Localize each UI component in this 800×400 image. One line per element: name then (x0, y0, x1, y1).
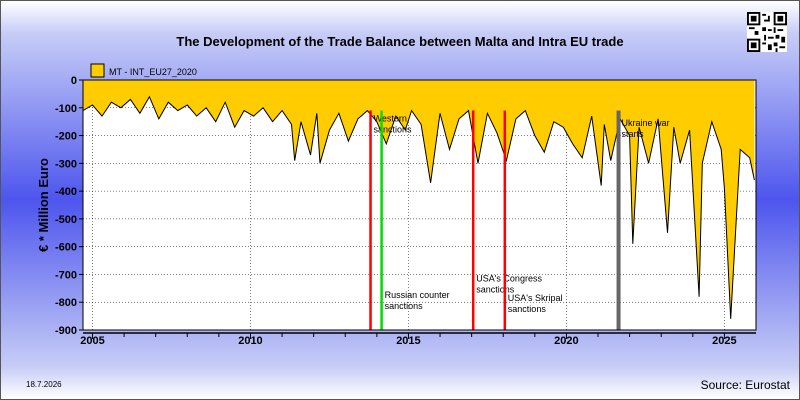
legend: MT - INT_EU27_2020 (90, 63, 197, 78)
event-label-2: USA's Congress sanctions (476, 273, 542, 294)
y-tick-label: -500 (55, 214, 77, 226)
x-tick-label: 2005 (80, 335, 104, 347)
legend-swatch (90, 63, 105, 78)
y-tick-label: -700 (55, 269, 77, 281)
y-tick-label: -300 (55, 158, 77, 170)
qr-code-icon (747, 12, 787, 52)
y-axis-ticks: 0 -100 -200 -300 -400 -500 -600 -700 -800 -900 (55, 75, 83, 337)
legend-label: MT - INT_EU27_2020 (109, 67, 197, 77)
x-tick-label: 2020 (554, 335, 578, 347)
x-tick-label: 2025 (712, 335, 736, 347)
series-area (83, 80, 755, 319)
y-tick-label: 0 (71, 75, 77, 87)
chart-title: The Development of the Trade Balance bet… (176, 34, 624, 49)
annotation-lines: Western sanctions Russian counter sanctions… (369, 110, 670, 330)
date-label: 18.7.2026 (26, 380, 62, 389)
event-label-4: Ukraine war starts (622, 118, 670, 139)
y-tick-label: -900 (55, 325, 77, 337)
x-axis-ticks: 2005 2010 2015 2020 2025 (80, 333, 737, 347)
source-label: Source: Eurostat (700, 378, 790, 392)
y-tick-label: -200 (55, 131, 77, 143)
y-tick-label: -400 (55, 186, 77, 198)
event-label-3: USA's Skripal sanctions (508, 293, 563, 314)
series-line (83, 95, 755, 319)
x-tick-label: 2010 (238, 335, 262, 347)
x-tick-label: 2015 (396, 335, 420, 347)
y-tick-label: -800 (55, 297, 77, 309)
y-axis-label: € * Million Euro (36, 158, 51, 252)
y-tick-label: -100 (55, 103, 77, 115)
y-tick-label: -600 (55, 242, 77, 254)
event-label-1: Russian counter sanctions (385, 290, 450, 311)
event-label-0: Western sanctions (374, 114, 413, 135)
